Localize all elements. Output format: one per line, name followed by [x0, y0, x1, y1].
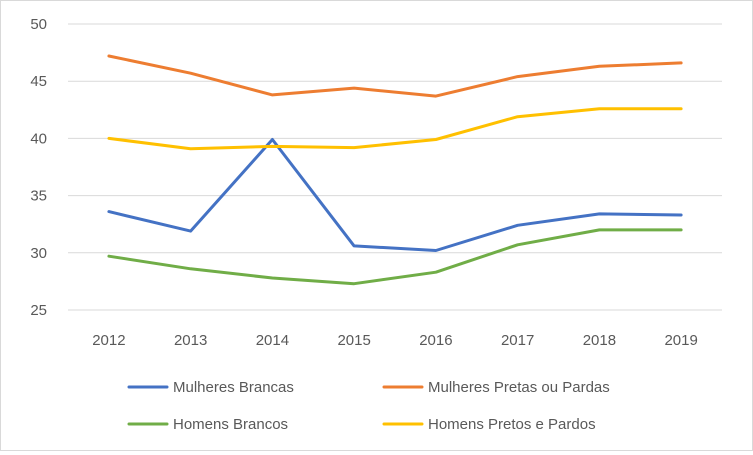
y-tick-label: 50	[30, 16, 47, 33]
series-lines	[107, 54, 683, 286]
x-tick-label: 2014	[256, 332, 289, 349]
series-line-2	[107, 54, 683, 98]
x-tick-label: 2012	[92, 332, 125, 349]
series-line-3	[107, 228, 683, 286]
legend-label: Mulheres Pretas ou Pardas	[428, 379, 610, 396]
y-axis-ticks: 25 30 35 40 45 50	[30, 16, 47, 319]
series-line-4	[107, 107, 683, 151]
y-tick-label: 25	[30, 302, 47, 319]
y-tick-label: 30	[30, 245, 47, 262]
x-axis-ticks: 2012 2013 2014 2015 2016 2017 2018 2019	[92, 332, 698, 349]
legend-label: Homens Pretos e Pardos	[428, 416, 596, 433]
legend-label: Homens Brancos	[173, 416, 288, 433]
x-tick-label: 2019	[664, 332, 697, 349]
x-tick-label: 2017	[501, 332, 534, 349]
y-tick-label: 45	[30, 73, 47, 90]
x-tick-label: 2016	[419, 332, 452, 349]
series-line-1	[107, 138, 683, 252]
x-tick-label: 2015	[337, 332, 370, 349]
y-tick-label: 40	[30, 130, 47, 147]
x-tick-label: 2013	[174, 332, 207, 349]
x-tick-label: 2018	[583, 332, 616, 349]
legend: Mulheres Brancas Mulheres Pretas ou Parda…	[127, 379, 610, 433]
gridlines	[68, 23, 722, 311]
legend-label: Mulheres Brancas	[173, 379, 294, 396]
y-tick-label: 35	[30, 188, 47, 205]
